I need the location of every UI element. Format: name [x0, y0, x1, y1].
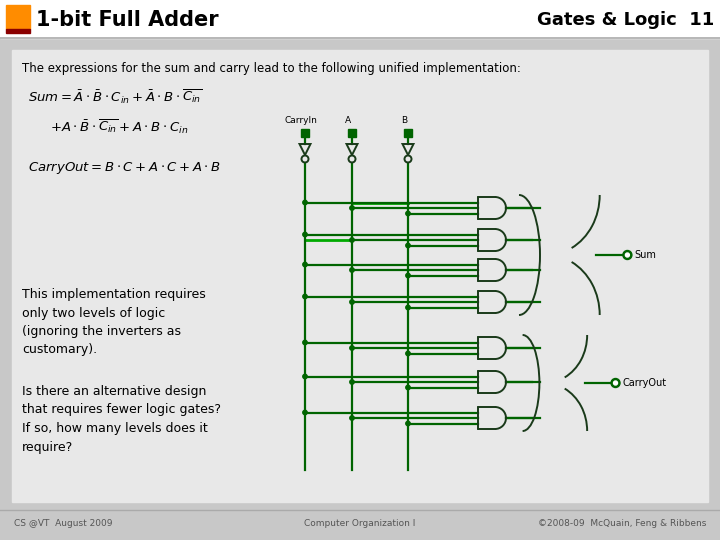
Circle shape: [350, 238, 354, 242]
Circle shape: [350, 300, 354, 304]
Circle shape: [613, 381, 618, 385]
Circle shape: [303, 374, 307, 379]
Bar: [0, 510, 720, 540]
Bar: [0, 0, 720, 38]
Text: ©2008-09  McQuain, Feng & Ribbens: ©2008-09 McQuain, Feng & Ribbens: [538, 519, 706, 529]
Text: B: B: [401, 116, 407, 125]
Circle shape: [303, 410, 307, 415]
Text: Computer Organization I: Computer Organization I: [305, 519, 415, 529]
Circle shape: [406, 305, 410, 310]
Circle shape: [406, 352, 410, 356]
Text: This implementation requires
only two levels of logic
(ignoring the inverters as: This implementation requires only two le…: [22, 288, 206, 356]
Bar: [404, 129, 412, 137]
Bar: [348, 129, 356, 137]
Text: $\mathit{CarryOut} = B\cdot C + A\cdot C + A\cdot B$: $\mathit{CarryOut} = B\cdot C + A\cdot C…: [28, 160, 221, 176]
Text: Sum: Sum: [634, 250, 656, 260]
Circle shape: [626, 253, 629, 257]
Bar: [12, 50, 708, 502]
Circle shape: [623, 251, 632, 260]
Circle shape: [303, 340, 307, 345]
Circle shape: [406, 421, 410, 426]
Text: A: A: [345, 116, 351, 125]
Circle shape: [350, 346, 354, 350]
Circle shape: [406, 211, 410, 215]
Circle shape: [303, 200, 307, 205]
Text: The expressions for the sum and carry lead to the following unified implementati: The expressions for the sum and carry le…: [22, 62, 521, 75]
Bar: [301, 129, 309, 137]
Circle shape: [303, 294, 307, 299]
Circle shape: [350, 268, 354, 272]
Text: CarryOut: CarryOut: [623, 378, 667, 388]
Bar: [6, 5, 30, 29]
Text: CarryIn: CarryIn: [284, 116, 318, 125]
Text: CS @VT  August 2009: CS @VT August 2009: [14, 519, 112, 529]
Circle shape: [406, 273, 410, 278]
Circle shape: [303, 232, 307, 237]
Circle shape: [611, 379, 620, 388]
Bar: [6, 29, 30, 33]
Text: Is there an alternative design
that requires fewer logic gates?
If so, how many : Is there an alternative design that requ…: [22, 385, 221, 454]
Circle shape: [350, 416, 354, 420]
Circle shape: [303, 262, 307, 267]
Bar: [0, 38, 720, 510]
Circle shape: [350, 380, 354, 384]
Text: 1-bit Full Adder: 1-bit Full Adder: [36, 10, 219, 30]
Text: Gates & Logic  11: Gates & Logic 11: [536, 11, 714, 29]
Circle shape: [406, 386, 410, 390]
Circle shape: [350, 206, 354, 210]
Text: $\mathit{Sum} = \bar{A}\cdot\bar{B}\cdot C_{\mathit{in}} + \bar{A}\cdot B\cdot\o: $\mathit{Sum} = \bar{A}\cdot\bar{B}\cdot…: [28, 88, 202, 106]
Text: $+ A\cdot\bar{B}\cdot\overline{C_{\mathit{in}}} + A\cdot B\cdot C_{\mathit{in}}$: $+ A\cdot\bar{B}\cdot\overline{C_{\mathi…: [50, 118, 189, 137]
Circle shape: [406, 244, 410, 248]
